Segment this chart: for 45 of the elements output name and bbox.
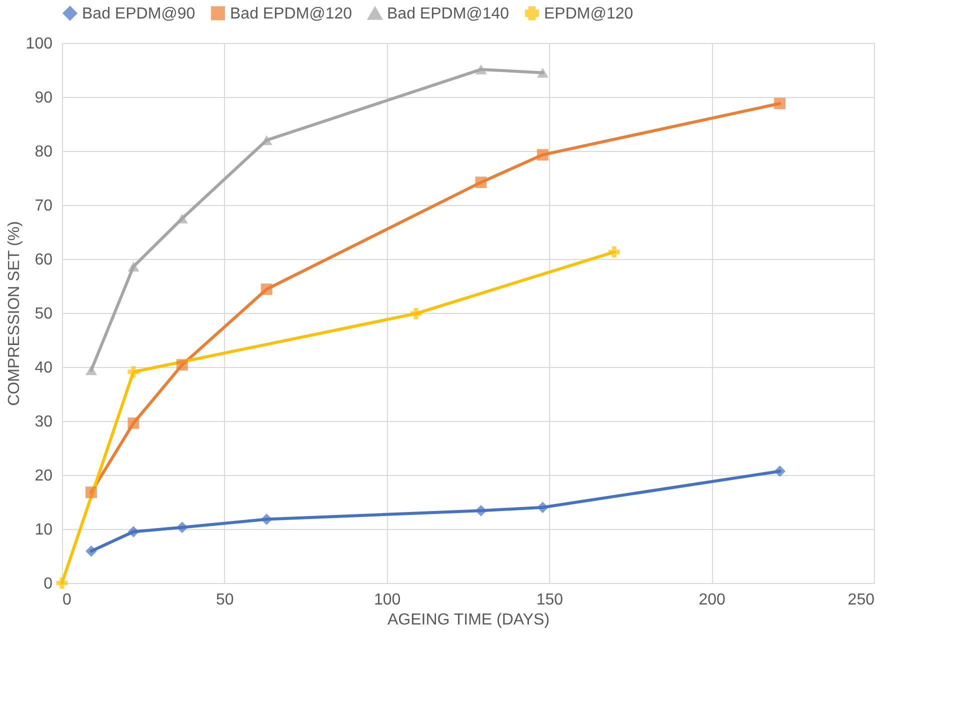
y-axis-title: COMPRESSION SET (%) xyxy=(6,221,23,406)
point xyxy=(260,284,272,295)
point xyxy=(410,308,422,320)
point xyxy=(774,98,786,110)
legend-label: Bad EPDM@140 xyxy=(387,6,510,23)
point xyxy=(128,262,140,272)
point xyxy=(128,417,140,429)
point xyxy=(176,359,188,371)
y-tick-label: 40 xyxy=(34,360,53,376)
point xyxy=(475,64,487,74)
y-tick-label: 100 xyxy=(26,36,53,52)
x-tick-label: 200 xyxy=(698,592,726,608)
point xyxy=(128,366,140,378)
point xyxy=(774,466,786,477)
x-tick-label: 100 xyxy=(374,592,401,608)
point xyxy=(176,522,188,534)
point xyxy=(260,514,272,525)
point xyxy=(86,545,97,557)
legend-label: Bad EPDM@120 xyxy=(230,5,352,22)
point xyxy=(608,246,620,258)
y-tick-label: 50 xyxy=(34,306,53,322)
point xyxy=(537,149,548,160)
point xyxy=(537,502,548,514)
point xyxy=(537,68,548,78)
point xyxy=(86,486,97,498)
point xyxy=(128,526,140,538)
point xyxy=(56,577,68,589)
legend-label: Bad EPDM@90 xyxy=(82,5,196,22)
y-tick-label: 60 xyxy=(34,252,53,268)
x-tick-label: 0 xyxy=(62,592,72,608)
y-tick-label: 30 xyxy=(34,414,53,430)
y-tick-label: 70 xyxy=(34,198,53,214)
point xyxy=(86,365,97,376)
x-axis-title: AGEING TIME (DAYS) xyxy=(387,612,550,628)
y-tick-label: 20 xyxy=(34,468,53,484)
x-tick-label: 50 xyxy=(216,592,234,608)
point xyxy=(475,504,487,516)
y-tick-label: 10 xyxy=(34,522,53,538)
point xyxy=(475,176,487,188)
legend-label: EPDM@120 xyxy=(544,5,634,22)
x-tick-label: 150 xyxy=(536,592,564,608)
y-tick-label: 80 xyxy=(34,144,53,160)
y-tick-label: 90 xyxy=(34,90,53,106)
x-tick-label: 250 xyxy=(848,592,875,608)
y-tick-label: 0 xyxy=(44,576,53,592)
